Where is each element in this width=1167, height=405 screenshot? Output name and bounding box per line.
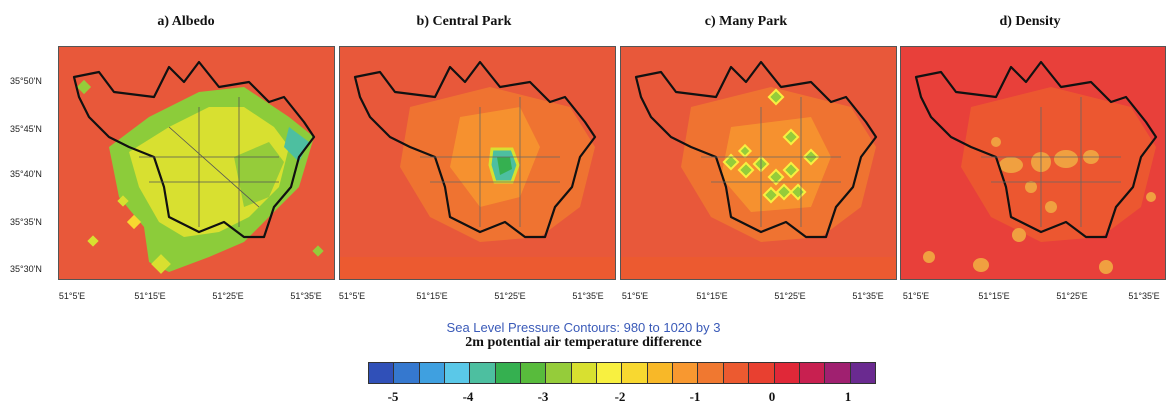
albedo-map	[59, 47, 334, 279]
colorbar-swatch	[394, 363, 420, 383]
x-tick-label: 51°35'E	[572, 291, 604, 301]
colorbar-swatch	[419, 363, 446, 383]
colorbar-tick-label: -5	[387, 389, 399, 404]
colorbar	[368, 362, 876, 384]
colorbar-swatch	[749, 363, 775, 383]
map-panel-central-park	[339, 46, 616, 280]
colorbar-swatch	[521, 363, 547, 383]
colorbar-swatch	[723, 363, 750, 383]
y-tick-label: 35°30'N	[10, 264, 42, 274]
colorbar-swatch	[470, 363, 496, 383]
colorbar-swatch	[850, 363, 875, 383]
y-tick-label: 35°45'N	[10, 124, 42, 134]
colorbar-swatch	[698, 363, 724, 383]
colorbar-swatch	[799, 363, 826, 383]
colorbar-swatch	[495, 363, 522, 383]
colorbar-swatch	[774, 363, 800, 383]
y-tick-label: 35°40'N	[10, 169, 42, 179]
colorbar-swatch	[673, 363, 699, 383]
colorbar-tick-label: 1	[844, 389, 852, 404]
density-map	[901, 47, 1165, 279]
map-panel-many-park	[620, 46, 897, 280]
x-tick-label: 51°15'E	[696, 291, 728, 301]
colorbar-swatch	[546, 363, 572, 383]
x-tick-label: 51°25'E	[212, 291, 244, 301]
colorbar-swatch	[445, 363, 471, 383]
colorbar-tick-label: -4	[462, 389, 474, 404]
colorbar-tick-label: 0	[768, 389, 776, 404]
contour-caption: Sea Level Pressure Contours: 980 to 1020…	[446, 320, 721, 335]
map-panel-density	[900, 46, 1166, 280]
x-tick-label: 51°25'E	[774, 291, 806, 301]
panel-title-central-park: b) Central Park	[416, 14, 512, 29]
x-tick-label: 51°5'E	[338, 291, 366, 301]
variable-caption: 2m potential air temperature difference	[465, 335, 702, 350]
x-tick-label: 51°35'E	[290, 291, 322, 301]
x-tick-label: 51°5'E	[902, 291, 930, 301]
y-tick-label: 35°35'N	[10, 217, 42, 227]
colorbar-tick-label: -2	[614, 389, 626, 404]
many-park-map	[621, 47, 896, 279]
colorbar-swatch	[597, 363, 623, 383]
x-tick-label: 51°15'E	[416, 291, 448, 301]
colorbar-tick-label: -3	[537, 389, 549, 404]
x-tick-label: 51°35'E	[852, 291, 884, 301]
colorbar-swatch	[571, 363, 598, 383]
x-tick-label: 51°15'E	[134, 291, 166, 301]
panel-title-albedo: a) Albedo	[157, 14, 215, 29]
map-panel-albedo	[58, 46, 335, 280]
panel-title-many-park: c) Many Park	[704, 14, 788, 29]
colorbar-swatch	[647, 363, 674, 383]
x-tick-label: 51°35'E	[1128, 291, 1160, 301]
x-tick-label: 51°25'E	[1056, 291, 1088, 301]
x-tick-label: 51°5'E	[621, 291, 649, 301]
y-tick-label: 35°50'N	[10, 76, 42, 86]
colorbar-swatch	[825, 363, 851, 383]
x-tick-label: 51°25'E	[494, 291, 526, 301]
central-park-map	[340, 47, 615, 279]
x-tick-label: 51°15'E	[978, 291, 1010, 301]
panel-title-density: d) Density	[999, 14, 1061, 29]
colorbar-swatch	[622, 363, 648, 383]
colorbar-tick-label: -1	[689, 389, 701, 404]
colorbar-swatch	[369, 363, 395, 383]
x-tick-label: 51°5'E	[58, 291, 86, 301]
